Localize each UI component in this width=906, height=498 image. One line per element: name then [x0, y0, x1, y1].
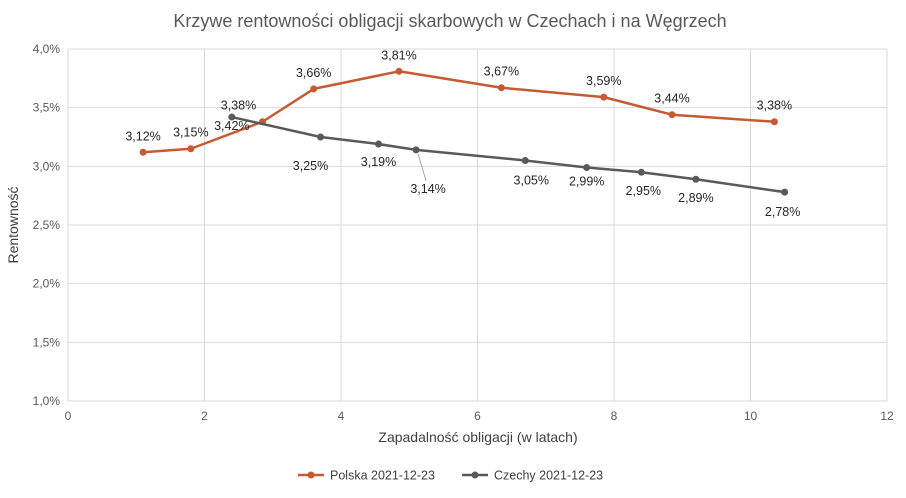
data-label: 3,42% — [214, 119, 249, 133]
data-point — [228, 113, 236, 121]
data-point — [497, 84, 505, 92]
data-label: 3,38% — [757, 99, 792, 113]
x-tick-label: 4 — [338, 409, 345, 423]
y-tick-label: 2,0% — [33, 277, 61, 291]
y-tick-label: 2,5% — [33, 218, 61, 232]
legend-label: Czechy 2021-12-23 — [494, 469, 603, 483]
y-tick-label: 3,5% — [33, 101, 61, 115]
data-label: 3,66% — [296, 66, 331, 80]
data-point — [310, 85, 318, 93]
data-label: 2,78% — [765, 205, 800, 219]
data-label: 3,59% — [586, 74, 621, 88]
data-label: 2,89% — [678, 191, 713, 205]
data-point — [395, 67, 403, 75]
x-tick-label: 10 — [744, 409, 758, 423]
y-tick-label: 1,0% — [33, 394, 61, 408]
legend-marker — [307, 471, 315, 479]
chart-title: Krzywe rentowności obligacji skarbowych … — [173, 11, 726, 31]
data-label: 2,95% — [626, 184, 661, 198]
x-tick-label: 12 — [880, 409, 894, 423]
data-point — [139, 148, 147, 156]
data-point — [692, 175, 700, 183]
data-label: 3,81% — [381, 48, 416, 62]
data-point — [668, 111, 676, 119]
data-point — [770, 118, 778, 126]
data-label: 3,15% — [173, 126, 208, 140]
data-label: 3,05% — [514, 173, 549, 187]
data-point — [317, 133, 325, 141]
y-tick-label: 1,5% — [33, 335, 61, 349]
data-point — [187, 145, 195, 153]
data-labels: 3,12% 3,15% 3,38% 3,66% 3,81% 3,67% 3,59% 3,44%… — [125, 48, 800, 219]
x-axis-title: Zapadalność obligacji (w latach) — [378, 429, 577, 445]
x-tick-label: 8 — [611, 409, 618, 423]
data-point — [412, 146, 420, 154]
data-label: 3,19% — [361, 155, 396, 169]
y-tick-label: 4,0% — [33, 42, 61, 56]
y-tick-label: 3,0% — [33, 159, 61, 173]
data-point — [521, 156, 529, 164]
data-point — [637, 168, 645, 176]
axis-ticks: 1,0% 1,5% 2,0% 2,5% 3,0% 3,5% 4,0% 0 2 4 6 8 10 12 — [33, 42, 894, 423]
data-label: 3,44% — [654, 92, 689, 106]
data-point — [583, 164, 591, 172]
series-group — [139, 67, 789, 196]
x-tick-label: 0 — [65, 409, 72, 423]
data-label: 3,12% — [125, 129, 160, 143]
data-label: 3,14% — [410, 182, 445, 196]
data-point — [781, 188, 789, 196]
data-point — [600, 93, 608, 101]
x-tick-label: 2 — [201, 409, 208, 423]
legend-marker — [471, 471, 479, 479]
data-label: 3,25% — [293, 159, 328, 173]
grid — [67, 48, 888, 402]
series-line — [231, 115, 785, 194]
data-label: 3,38% — [221, 99, 256, 113]
label-leader-line — [417, 153, 427, 182]
x-tick-label: 6 — [474, 409, 481, 423]
data-point — [375, 140, 383, 148]
data-label: 3,67% — [484, 65, 519, 79]
legend: Polska 2021-12-23 Czechy 2021-12-23 — [298, 469, 603, 483]
data-label: 2,99% — [569, 175, 604, 189]
y-axis-title: Rentowność — [5, 186, 21, 263]
legend-label: Polska 2021-12-23 — [330, 469, 435, 483]
